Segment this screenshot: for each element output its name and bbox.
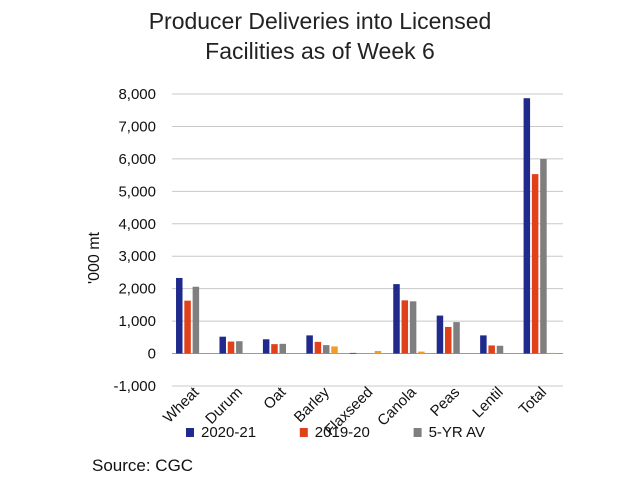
x-tick-label: Oat	[260, 383, 290, 413]
bar-5-yr-av-oat	[279, 343, 287, 354]
y-tick-label: 0	[148, 346, 156, 363]
legend: 2020-21 2019-20 5-YR AV	[186, 424, 485, 441]
y-axis-ticks: 8,000 7,000 6,000 5,000 4,000 3,000 2,000 1,000…	[113, 86, 156, 395]
bar-series-4-canola	[418, 351, 425, 354]
bar-2020-21-oat	[262, 339, 270, 354]
source-note: Source: CGC	[92, 456, 193, 475]
legend-item: 2019-20	[299, 424, 370, 441]
y-tick-label: 7,000	[118, 118, 156, 135]
y-tick-label: 2,000	[118, 281, 156, 298]
bar-5-yr-av-barley	[322, 345, 330, 354]
legend-label: 2019-20	[315, 424, 370, 441]
bar-5-yr-av-durum	[236, 341, 243, 354]
bar-2020-21-canola	[393, 284, 400, 354]
bar-series-4-total	[548, 352, 555, 354]
bar-series-4-barley	[331, 346, 338, 354]
legend-label: 2020-21	[201, 424, 256, 441]
x-tick-label: Canola	[374, 383, 420, 429]
y-tick-label: 8,000	[118, 86, 156, 103]
y-tick-label: 5,000	[118, 183, 156, 200]
legend-label: 5-YR AV	[429, 424, 485, 441]
legend-swatch	[299, 428, 308, 437]
x-tick-label: Barley	[291, 383, 333, 425]
bar-2019-20-wheat	[184, 300, 191, 354]
x-tick-label: Durum	[202, 384, 246, 428]
bar-2020-21-total	[523, 98, 531, 354]
legend-swatch	[186, 428, 194, 437]
bar-2019-20-oat	[271, 344, 278, 354]
bar-2019-20-lentil	[488, 345, 495, 354]
bar-2019-20-total	[531, 174, 539, 354]
gridlines	[172, 93, 563, 387]
x-tick-label: Lentil	[469, 384, 506, 421]
bar-2020-21-wheat	[176, 277, 183, 354]
chart-title-line-2: Facilities as of Week 6	[205, 38, 435, 64]
bar-2019-20-canola	[401, 300, 409, 354]
chart-title-line-1: Producer Deliveries into Licensed	[149, 8, 492, 34]
legend-item: 2020-21	[186, 424, 256, 441]
y-tick-label: 4,000	[118, 216, 156, 233]
y-tick-label: 1,000	[118, 313, 156, 330]
y-tick-label: 6,000	[118, 151, 156, 168]
y-tick-label: 3,000	[118, 248, 156, 265]
legend-item: 5-YR AV	[413, 424, 485, 441]
bar-2019-20-peas	[444, 326, 452, 354]
bar-5-yr-av-lentil	[496, 345, 504, 354]
bar-2020-21-barley	[306, 335, 313, 354]
x-tick-label: Wheat	[160, 383, 203, 426]
y-axis-label: '000 mt	[86, 231, 103, 284]
legend-swatch	[413, 428, 422, 437]
bar-2020-21-durum	[219, 336, 226, 354]
bar-2020-21-peas	[436, 315, 444, 354]
bar-2020-21-flaxseed	[349, 352, 357, 354]
x-tick-label: Total	[516, 384, 550, 418]
bar-2020-21-lentil	[480, 335, 487, 354]
y-tick-label: -1,000	[113, 378, 156, 395]
bar-5-yr-av-peas	[453, 322, 460, 354]
bar-series-4-flaxseed	[374, 350, 382, 354]
bars	[176, 98, 555, 354]
bar-5-yr-av-wheat	[192, 286, 200, 354]
x-tick-label: Peas	[427, 384, 463, 420]
bar-5-yr-av-total	[540, 158, 547, 354]
bar-5-yr-av-canola	[409, 301, 417, 354]
bar-2019-20-durum	[227, 341, 235, 354]
bar-2019-20-barley	[314, 341, 322, 354]
